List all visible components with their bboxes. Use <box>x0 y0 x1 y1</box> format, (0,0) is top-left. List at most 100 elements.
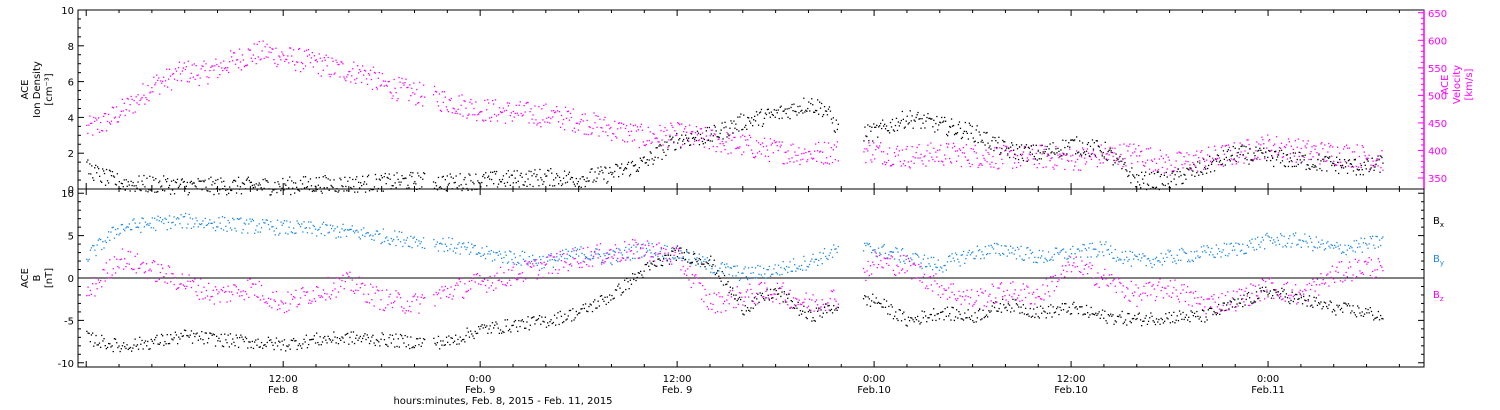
by-series-point <box>1255 248 1258 251</box>
bz-series-point <box>1196 302 1198 305</box>
density-series-point <box>442 175 444 178</box>
by-series-point <box>336 226 338 228</box>
density-series-point <box>888 132 891 134</box>
velocity-series-point <box>1372 160 1374 162</box>
y-left-tick-label: 8 <box>68 42 74 53</box>
density-series-point <box>914 120 916 122</box>
density-series-point <box>253 184 255 186</box>
bz-series-point <box>1245 287 1247 289</box>
velocity-series-point <box>408 99 410 102</box>
density-series-point <box>1304 154 1306 156</box>
velocity-series-point <box>1067 159 1069 162</box>
bz-series-point <box>360 283 363 285</box>
density-series-point <box>113 176 116 178</box>
by-series-point <box>1326 242 1328 244</box>
velocity-series-point <box>307 49 310 51</box>
bz-series-point <box>703 301 705 303</box>
velocity-series-point <box>422 105 424 107</box>
velocity-series-point <box>518 104 520 106</box>
by-series-point <box>709 264 711 267</box>
velocity-series-point <box>467 114 469 116</box>
velocity-series-point <box>1192 161 1194 164</box>
by-series-point <box>146 224 148 226</box>
by-series-point <box>819 251 821 254</box>
velocity-series-point <box>523 105 525 107</box>
by-series-point <box>221 216 224 218</box>
bz-series-point <box>1343 274 1345 276</box>
velocity-series-point <box>290 47 292 49</box>
bz-series-point <box>402 310 404 312</box>
density-series-point <box>647 164 649 166</box>
bz-series-point <box>898 272 900 274</box>
velocity-series-point <box>779 146 781 148</box>
velocity-series-point <box>342 63 344 65</box>
bz-series-point <box>417 296 419 298</box>
velocity-series-point <box>917 157 919 159</box>
density-series-point <box>932 126 934 128</box>
by-series-point <box>954 252 957 254</box>
density-series-point <box>130 180 132 182</box>
velocity-series-point <box>276 65 278 68</box>
by-series-point <box>486 245 488 248</box>
by-series-point <box>817 264 819 266</box>
bz-series-point <box>94 295 96 297</box>
velocity-series-point <box>690 131 693 133</box>
by-series-point <box>296 220 298 222</box>
bz-series-point <box>1054 274 1057 277</box>
bz-series-point <box>460 277 463 279</box>
bz-series-point <box>404 312 406 314</box>
velocity-series-point <box>130 95 132 98</box>
density-series-point <box>259 184 261 186</box>
bz-series-point <box>1243 301 1245 303</box>
density-series-point <box>1088 155 1091 157</box>
velocity-series-point <box>644 144 646 147</box>
density-series-point <box>729 127 731 129</box>
velocity-series-point <box>493 103 495 105</box>
velocity-series-point <box>618 122 620 124</box>
by-series-point <box>191 218 194 220</box>
density-series-point <box>1364 164 1366 166</box>
velocity-series-point <box>1115 160 1117 162</box>
density-series-point <box>322 176 324 178</box>
by-series-point <box>899 261 901 263</box>
velocity-series-point <box>445 106 447 108</box>
density-series-point <box>819 107 822 109</box>
velocity-series-point <box>488 102 490 104</box>
by-series-point <box>1076 248 1078 250</box>
velocity-series-point <box>651 141 653 143</box>
by-series-point <box>930 256 932 259</box>
by-series-point <box>397 238 399 241</box>
by-series-point <box>503 256 505 259</box>
by-series-point <box>132 219 134 221</box>
density-series-point <box>361 185 363 187</box>
velocity-series-point <box>594 122 596 124</box>
density-series-point <box>1347 160 1350 162</box>
density-series-point <box>147 191 149 193</box>
density-series-point <box>495 170 498 173</box>
velocity-series-point <box>322 69 324 71</box>
bz-series-point <box>923 273 926 276</box>
velocity-series-point <box>233 52 235 54</box>
bz-series-point <box>584 257 587 260</box>
velocity-series-point <box>184 68 186 71</box>
bz-series-point <box>615 247 618 250</box>
velocity-series-point <box>678 122 680 125</box>
velocity-series-point <box>929 152 931 154</box>
density-series-point <box>588 180 590 182</box>
bz-series-point <box>116 258 118 260</box>
velocity-series-point <box>769 138 771 140</box>
velocity-series-point <box>412 92 414 94</box>
velocity-series-point <box>195 65 197 67</box>
bz-series-point <box>1234 306 1236 308</box>
density-series-point <box>436 189 439 191</box>
velocity-series-point <box>1114 147 1116 149</box>
by-series-point <box>468 253 471 255</box>
density-series-point <box>317 184 319 186</box>
velocity-series-point <box>456 112 458 114</box>
by-series-point <box>476 253 479 255</box>
bz-series-point <box>636 244 638 246</box>
bz-series-point <box>101 286 103 288</box>
by-series-point <box>1363 237 1366 240</box>
by-series-point <box>722 272 725 275</box>
bz-series-point <box>156 280 158 282</box>
